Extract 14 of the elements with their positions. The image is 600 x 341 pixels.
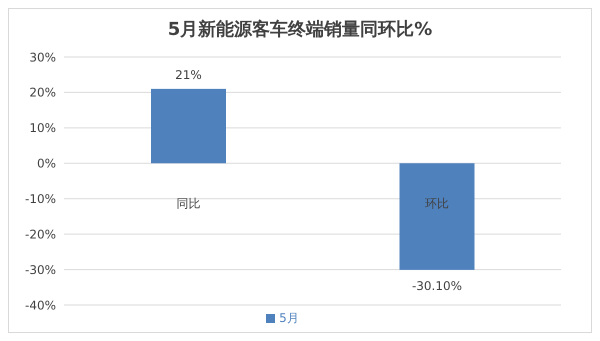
x-tick-label: 同比 xyxy=(176,196,200,211)
chart-title: 5月新能源客车终端销量同环比% xyxy=(166,18,434,42)
data-label: -30.10% xyxy=(412,278,462,293)
y-tick-label: -30% xyxy=(24,262,56,277)
legend-label: 5月 xyxy=(279,311,299,325)
y-tick-label: 30% xyxy=(29,50,56,64)
y-tick-label: -40% xyxy=(24,298,56,312)
y-tick-label: -10% xyxy=(24,192,56,206)
y-tick-label: 20% xyxy=(29,86,56,100)
x-tick-label: 环比 xyxy=(424,196,449,211)
y-tick-label: 10% xyxy=(29,121,56,136)
data-label: 21% xyxy=(175,68,202,82)
y-tick-label: 0% xyxy=(36,156,56,171)
y-tick-label: -20% xyxy=(24,227,56,242)
